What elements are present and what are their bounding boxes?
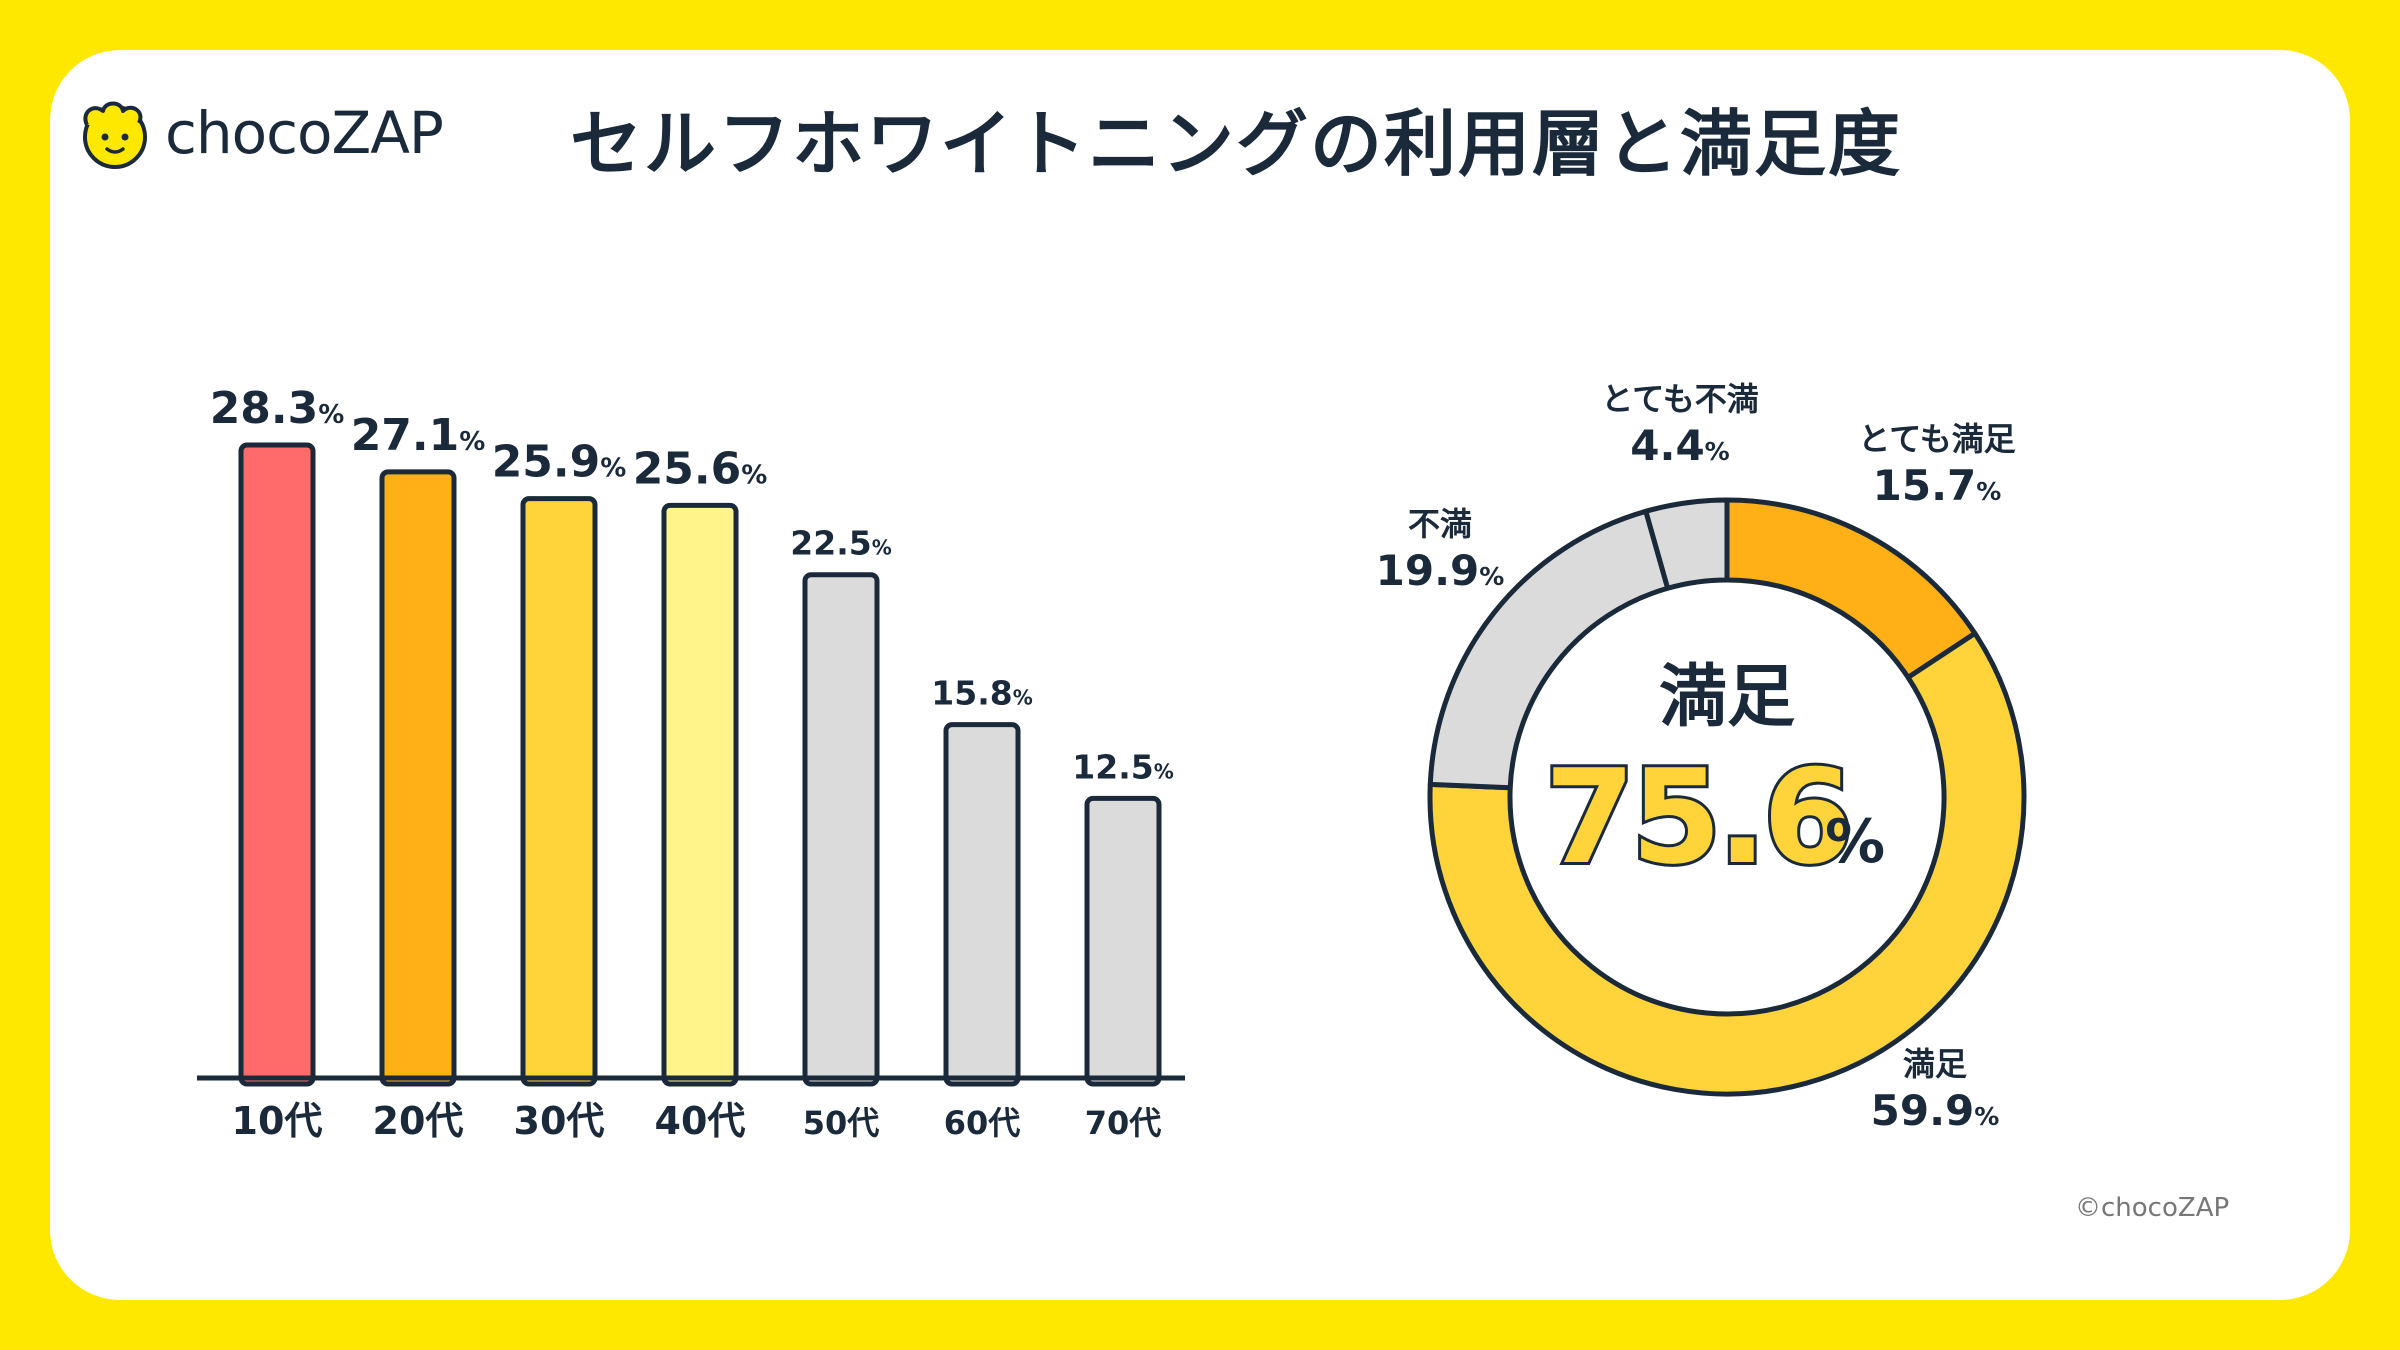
bar-category-label: 30代 <box>514 1099 605 1143</box>
donut-category-label: 不満 <box>1408 505 1472 543</box>
bar-value-label: 15.8% <box>931 674 1032 713</box>
bar-value-label: 12.5% <box>1072 747 1173 786</box>
bar-value-label: 27.1% <box>351 410 486 461</box>
donut-segment-満足 <box>1427 630 2027 1097</box>
donut-category-label: とても不満 <box>1601 380 1758 418</box>
logo-text: chocoZAP <box>165 99 444 167</box>
copyright-text: ©chocoZAP <box>2075 1193 2230 1223</box>
bar-category-label: 50代 <box>803 1104 880 1142</box>
donut-center-value: 75.6 <box>1545 741 1850 893</box>
bar-40代 <box>661 502 739 1087</box>
donut-value-label: 19.9% <box>1376 546 1505 595</box>
bar-value-label: 28.3% <box>210 383 345 434</box>
bar-value-label: 22.5% <box>790 524 891 563</box>
donut-value-label: 59.9% <box>1871 1086 2000 1135</box>
bar-category-label: 60代 <box>944 1104 1021 1142</box>
donut-center-label: 満足 <box>1659 658 1795 737</box>
donut-segment-とても不満 <box>1643 497 1730 591</box>
mascot-icon <box>83 101 147 169</box>
bar-category-label: 20代 <box>373 1099 464 1143</box>
bar-category-label: 10代 <box>232 1099 323 1143</box>
page-title: セルフホワイトニングの利用層と満足度 <box>570 102 1903 186</box>
brand-logo: chocoZAP <box>75 93 444 173</box>
bar-20代 <box>379 469 457 1087</box>
donut-center-unit: % <box>1825 807 1885 877</box>
donut-category-label: とても満足 <box>1858 420 2015 458</box>
bar-value-label: 25.9% <box>492 437 627 488</box>
bar-chart: 28.3% 10代 27.1% 20代 25.9% 30代 25.6% 40代 22.5% 50代… <box>197 383 1185 1143</box>
bar-30代 <box>520 496 598 1087</box>
bar-60代 <box>943 722 1021 1087</box>
bar-70代 <box>1084 795 1162 1087</box>
donut-category-label: 満足 <box>1903 1045 1967 1083</box>
donut-value-label: 4.4% <box>1630 421 1729 470</box>
donut-segment-とても満足 <box>1724 497 1978 680</box>
bar-50代 <box>802 572 880 1087</box>
bar-value-label: 25.6% <box>633 443 768 494</box>
bar-10代 <box>238 442 316 1087</box>
bar-category-label: 70代 <box>1085 1104 1162 1142</box>
donut-value-label: 15.7% <box>1873 461 2002 510</box>
bar-category-label: 40代 <box>655 1099 746 1143</box>
